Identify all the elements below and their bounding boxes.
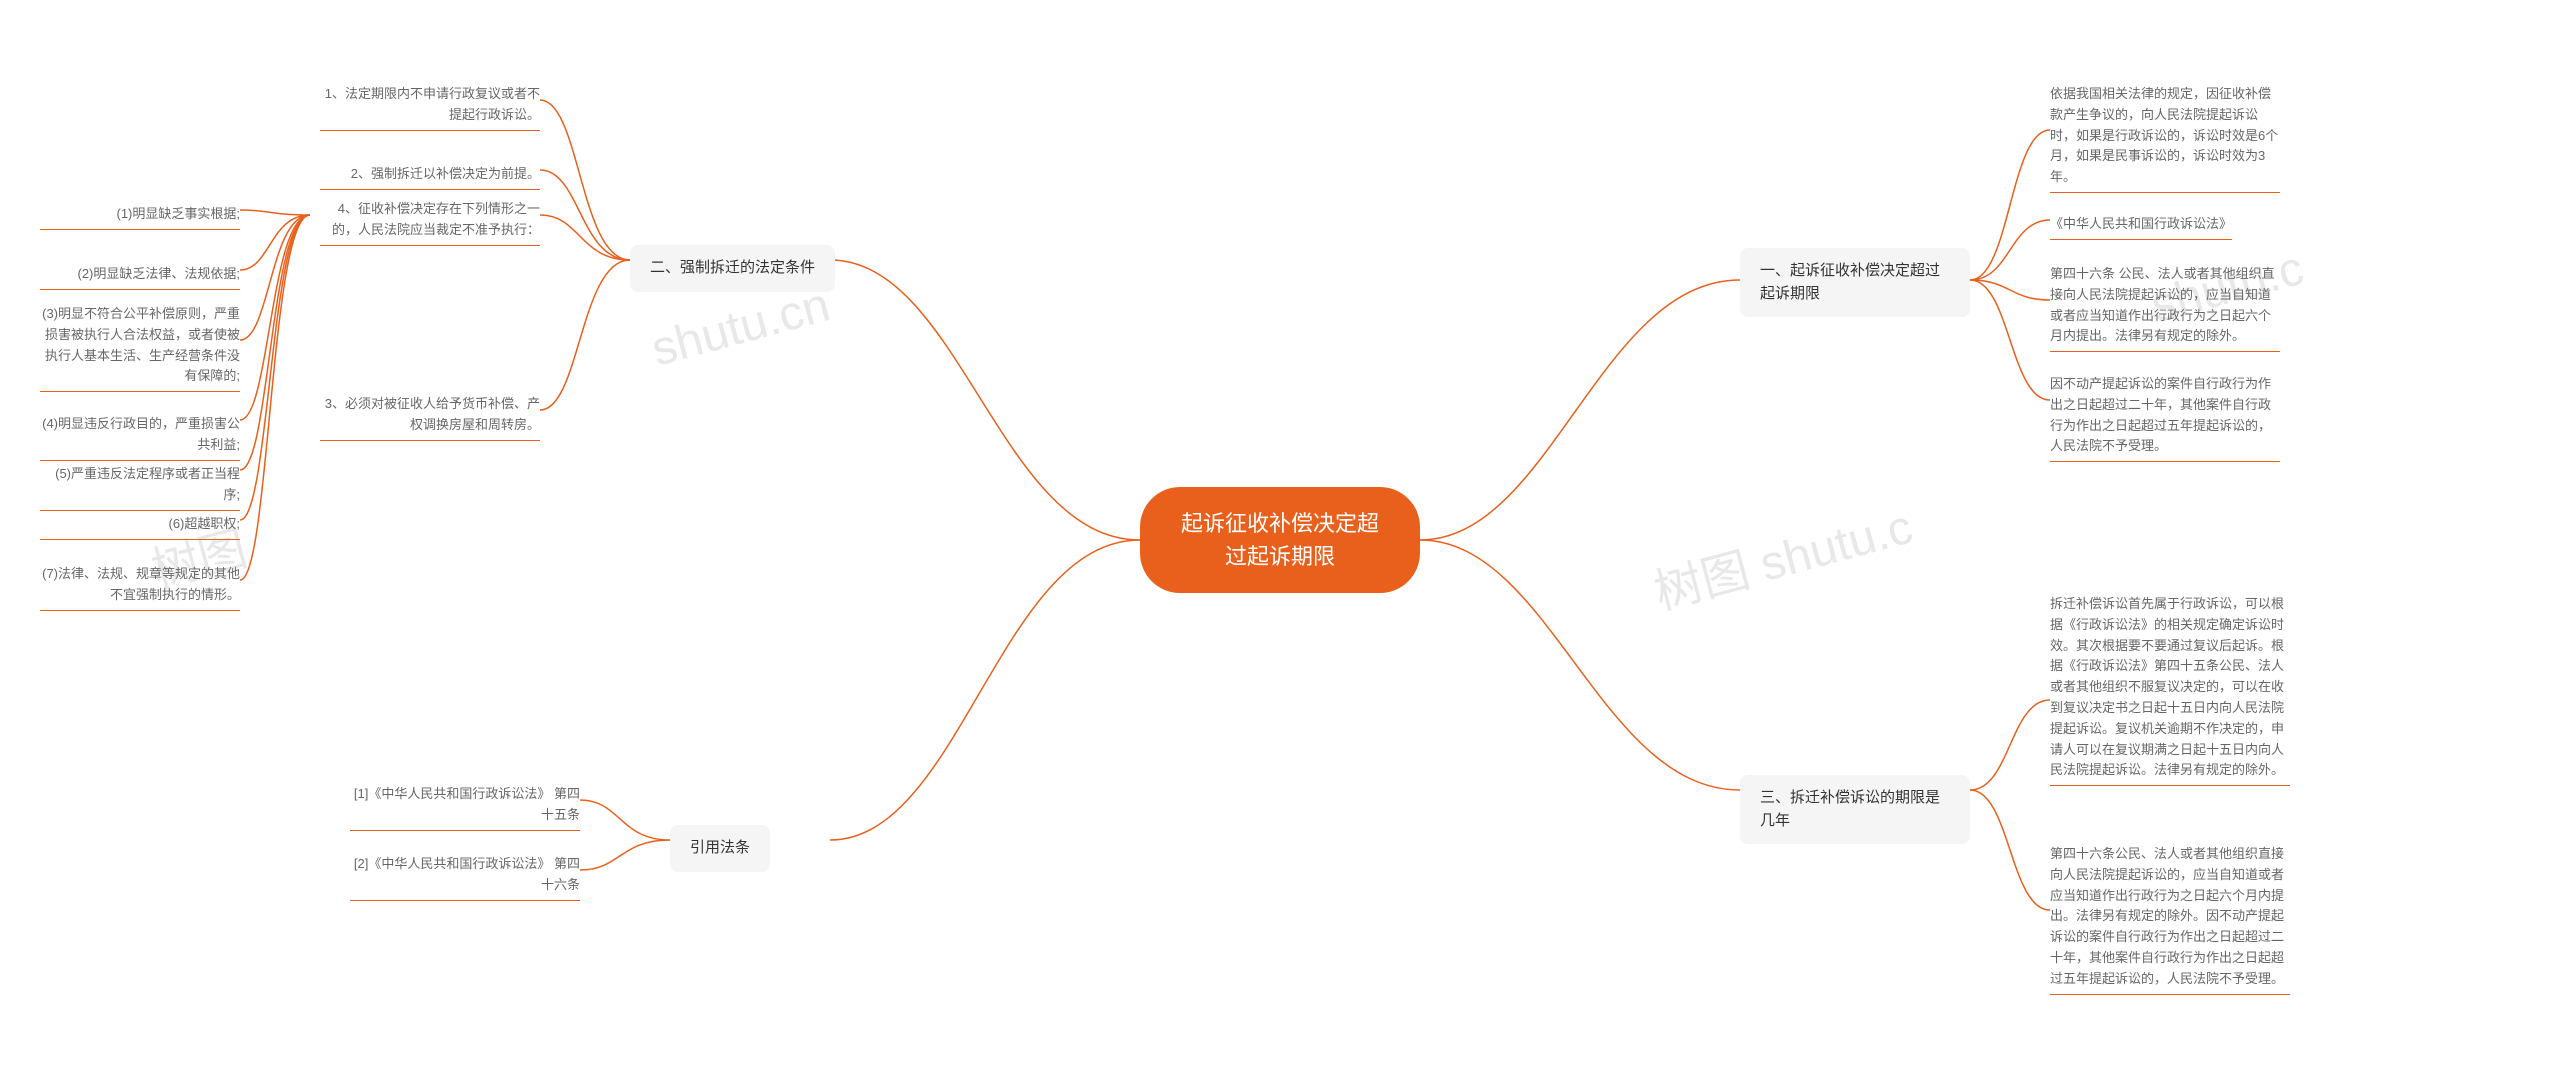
branch-3: 三、拆迁补偿诉讼的期限是几年 bbox=[1740, 775, 1970, 844]
subleaf-2-1: (1)明显缺乏事实根据; bbox=[40, 200, 240, 230]
branch-2: 二、强制拆迁的法定条件 bbox=[630, 245, 835, 292]
leaf-4-2: [2]《中华人民共和国行政诉讼法》 第四十六条 bbox=[350, 850, 580, 901]
leaf-1-3: 第四十六条 公民、法人或者其他组织直接向人民法院提起诉讼的，应当自知道或者应当知… bbox=[2050, 260, 2280, 352]
subleaf-2-7: (7)法律、法规、规章等规定的其他不宜强制执行的情形。 bbox=[40, 560, 240, 611]
leaf-2-3: 3、必须对被征收人给予货币补偿、产权调换房屋和周转房。 bbox=[320, 390, 540, 441]
leaf-2-4: 4、征收补偿决定存在下列情形之一的，人民法院应当裁定不准予执行： bbox=[320, 195, 540, 246]
leaf-2-1: 1、法定期限内不申请行政复议或者不提起行政诉讼。 bbox=[320, 80, 540, 131]
leaf-1-2: 《中华人民共和国行政诉讼法》 bbox=[2050, 210, 2232, 240]
subleaf-2-3: (3)明显不符合公平补偿原则，严重损害被执行人合法权益，或者使被执行人基本生活、… bbox=[40, 300, 240, 392]
leaf-4-1: [1]《中华人民共和国行政诉讼法》 第四十五条 bbox=[350, 780, 580, 831]
subleaf-2-4: (4)明显违反行政目的，严重损害公共利益; bbox=[40, 410, 240, 461]
subleaf-2-2: (2)明显缺乏法律、法规依据; bbox=[40, 260, 240, 290]
leaf-3-1: 拆迁补偿诉讼首先属于行政诉讼，可以根据《行政诉讼法》的相关规定确定诉讼时效。其次… bbox=[2050, 590, 2290, 786]
branch-1: 一、起诉征收补偿决定超过起诉期限 bbox=[1740, 248, 1970, 317]
leaf-2-2: 2、强制拆迁以补偿决定为前提。 bbox=[320, 160, 540, 190]
branch-4: 引用法条 bbox=[670, 825, 770, 872]
leaf-1-4: 因不动产提起诉讼的案件自行政行为作出之日起超过二十年，其他案件自行政行为作出之日… bbox=[2050, 370, 2280, 462]
leaf-1-1: 依据我国相关法律的规定，因征收补偿款产生争议的，向人民法院提起诉讼时，如果是行政… bbox=[2050, 80, 2280, 193]
center-node: 起诉征收补偿决定超过起诉期限 bbox=[1140, 487, 1420, 593]
watermark: 树图 shutu.c bbox=[1645, 487, 1918, 623]
leaf-3-2: 第四十六条公民、法人或者其他组织直接向人民法院提起诉讼的，应当自知道或者应当知道… bbox=[2050, 840, 2290, 995]
watermark: shutu.cn bbox=[646, 277, 836, 377]
subleaf-2-6: (6)超越职权; bbox=[40, 510, 240, 540]
subleaf-2-5: (5)严重违反法定程序或者正当程序; bbox=[40, 460, 240, 511]
